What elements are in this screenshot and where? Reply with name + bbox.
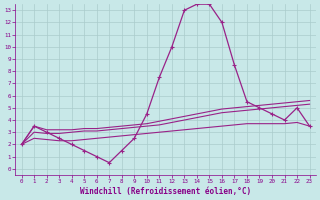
X-axis label: Windchill (Refroidissement éolien,°C): Windchill (Refroidissement éolien,°C) [80,187,251,196]
